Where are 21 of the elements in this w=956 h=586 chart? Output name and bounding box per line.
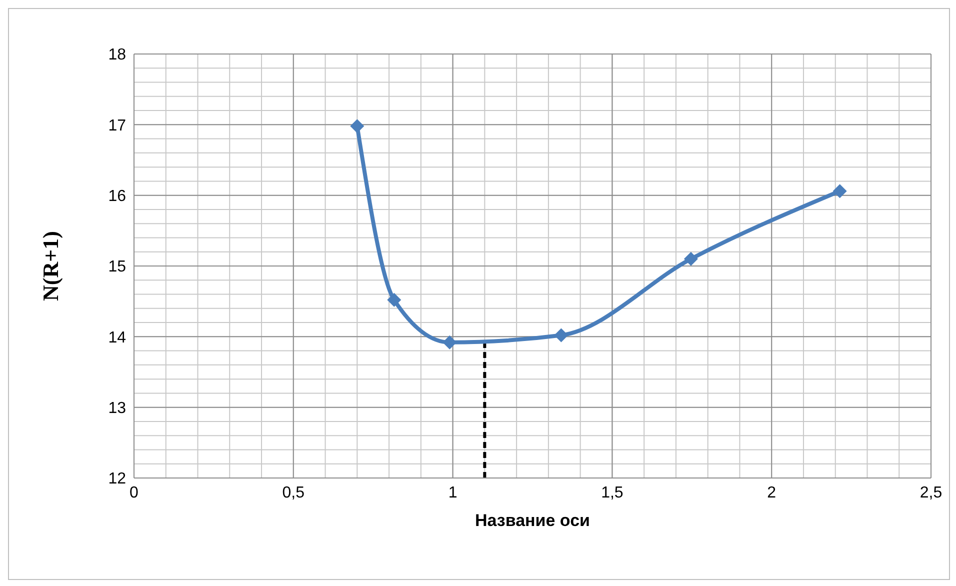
point: [350, 119, 364, 134]
y-axis-title: N(R+1): [38, 231, 64, 301]
point: [832, 184, 847, 198]
y-tick-label: 15: [108, 258, 126, 276]
y-tick-label: 14: [108, 329, 126, 346]
x-axis-title: Название оси: [474, 511, 592, 531]
x-tick-label: 1: [448, 484, 458, 502]
y-tick-label: 18: [108, 46, 126, 64]
x-tick-label: 0,5: [282, 484, 305, 502]
x-tick-label: 1,5: [601, 484, 624, 502]
y-tick-label: 12: [108, 470, 126, 488]
point: [554, 328, 568, 342]
x-tick-label: 2,5: [920, 484, 942, 502]
point: [442, 335, 457, 350]
x-tick-label: 2: [767, 484, 776, 502]
point: [387, 292, 402, 307]
point: [684, 252, 698, 266]
y-tick-label: 16: [108, 188, 126, 206]
y-tick-label: 13: [108, 400, 126, 418]
y-tick-label: 17: [108, 117, 126, 134]
x-tick-label: 0: [130, 484, 139, 502]
